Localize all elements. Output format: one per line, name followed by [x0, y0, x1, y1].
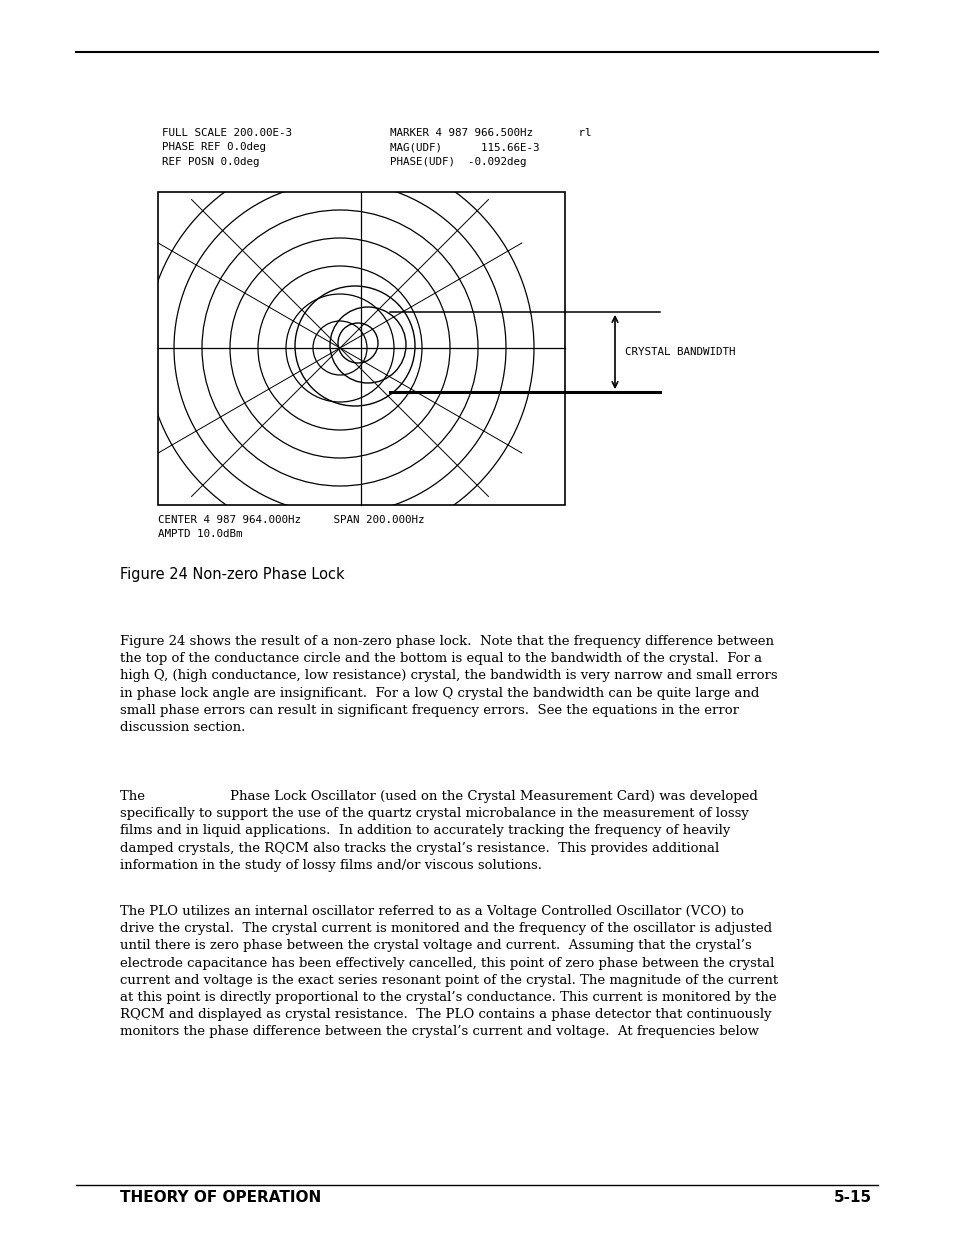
Text: The PLO utilizes an internal oscillator referred to as a Voltage Controlled Osci: The PLO utilizes an internal oscillator …	[120, 905, 778, 1039]
Bar	[158, 191, 564, 505]
Text: The                    Phase Lock Oscillator (used on the Crystal Measurement Ca: The Phase Lock Oscillator (used on the C…	[120, 790, 757, 872]
Text: MARKER 4 987 966.500Hz       rl
MAG(UDF)      115.66E-3
PHASE(UDF)  -0.092deg: MARKER 4 987 966.500Hz rl MAG(UDF) 115.6…	[390, 128, 591, 167]
Text: CRYSTAL BANDWIDTH: CRYSTAL BANDWIDTH	[624, 347, 735, 357]
Text: FULL SCALE 200.00E-3
PHASE REF 0.0deg
REF POSN 0.0deg: FULL SCALE 200.00E-3 PHASE REF 0.0deg RE…	[162, 128, 292, 167]
Text: Figure 24 Non-zero Phase Lock: Figure 24 Non-zero Phase Lock	[120, 567, 344, 582]
Text: CENTER 4 987 964.000Hz     SPAN 200.000Hz
AMPTD 10.0dBm: CENTER 4 987 964.000Hz SPAN 200.000Hz AM…	[158, 515, 424, 540]
Text: THEORY OF OPERATION: THEORY OF OPERATION	[120, 1191, 321, 1205]
Text: 5-15: 5-15	[833, 1191, 871, 1205]
Text: Figure 24 shows the result of a non-zero phase lock.  Note that the frequency di: Figure 24 shows the result of a non-zero…	[120, 635, 777, 734]
